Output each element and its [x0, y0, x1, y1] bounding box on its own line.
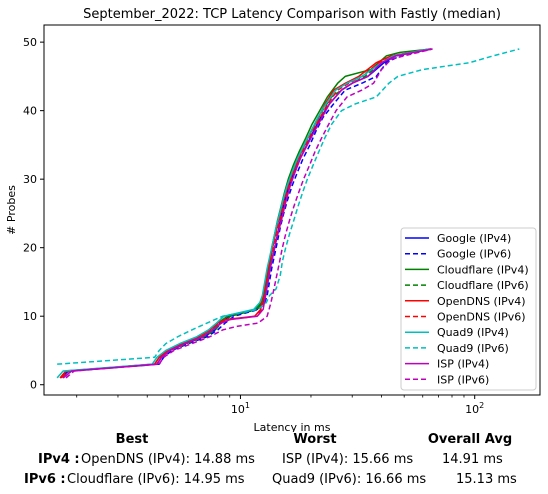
x-axis-label: Latency in ms: [254, 421, 331, 432]
summary-row-ipv4-label: IPv4 :: [38, 452, 80, 467]
legend-label: ISP (IPv4): [437, 358, 489, 371]
summary-row-ipv6-best: Cloudflare (IPv6): 14.95 ms: [67, 472, 245, 487]
series-line: [59, 48, 432, 379]
axes-layer: 0 10 20 30 40 50 101 102: [23, 36, 484, 416]
series-line: [62, 48, 433, 379]
legend-label: ISP (IPv6): [437, 373, 489, 386]
y-tick-label: 50: [23, 36, 37, 49]
y-tick-label: 0: [30, 379, 37, 392]
series-line: [59, 48, 432, 379]
series-line: [62, 48, 433, 379]
summary-row-ipv6-worst: Quad9 (IPv6): 16.66 ms: [272, 472, 427, 487]
summary-table: Best Worst Overall Avg IPv4 : OpenDNS (I…: [0, 432, 548, 494]
legend-label: Google (IPv4): [437, 232, 511, 245]
summary-header-avg: Overall Avg: [427, 432, 513, 447]
y-axis-label: # Probes: [5, 185, 18, 235]
series-line: [57, 48, 520, 365]
y-tick-label: 40: [23, 105, 37, 118]
summary-row-ipv4-worst: ISP (IPv4): 15.66 ms: [282, 452, 414, 467]
summary-row-ipv4-avg: 14.91 ms: [442, 452, 503, 467]
legend-box: [400, 227, 537, 391]
series-line: [65, 48, 433, 379]
x-tick-label: 101: [231, 401, 250, 416]
legend-label: Google (IPv6): [437, 248, 511, 261]
summary-header-worst: Worst: [293, 432, 337, 447]
summary-row-ipv6-label: IPv6 :: [24, 472, 66, 487]
summary-row-ipv4-best: OpenDNS (IPv4): 14.88 ms: [81, 452, 255, 467]
series-line: [59, 48, 431, 379]
legend-label: OpenDNS (IPv4): [437, 295, 526, 308]
series-layer: [56, 48, 520, 379]
legend-label: Quad9 (IPv6): [437, 342, 509, 355]
y-tick-label: 20: [23, 242, 37, 255]
summary-header-best: Best: [115, 432, 149, 447]
y-tick-label: 30: [23, 173, 37, 186]
chart: September_2022: TCP Latency Comparison w…: [5, 7, 541, 432]
y-tick-label: 10: [23, 310, 37, 323]
legend-label: Quad9 (IPv4): [437, 326, 509, 339]
legend-label: Cloudflare (IPv6): [437, 279, 529, 292]
x-tick-label: 102: [465, 401, 484, 416]
plot-frame: [43, 24, 541, 396]
chart-title: September_2022: TCP Latency Comparison w…: [83, 7, 501, 22]
legend-label: Cloudflare (IPv4): [437, 263, 529, 276]
legend: Google (IPv4) Google (IPv6) Cloudflare (IP…: [400, 227, 537, 391]
series-line: [60, 48, 430, 379]
summary-row-ipv6-avg: 15.13 ms: [456, 472, 517, 487]
series-line: [56, 48, 430, 379]
legend-label: OpenDNS (IPv6): [437, 311, 526, 324]
